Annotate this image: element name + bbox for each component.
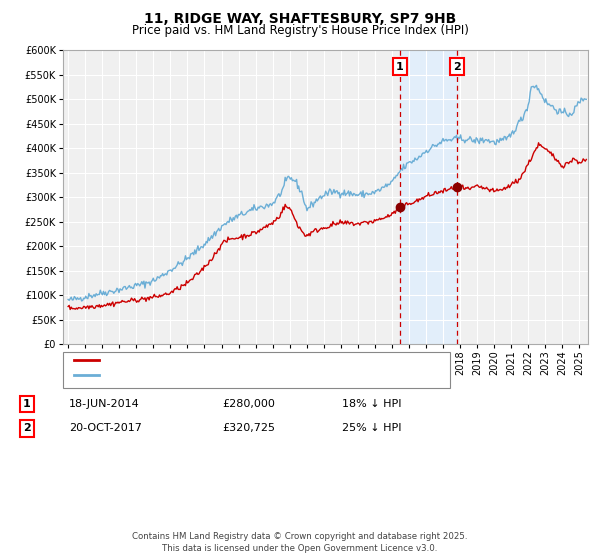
Text: 20-OCT-2017: 20-OCT-2017 xyxy=(69,423,142,433)
Text: 18% ↓ HPI: 18% ↓ HPI xyxy=(342,399,401,409)
Text: 25% ↓ HPI: 25% ↓ HPI xyxy=(342,423,401,433)
Text: 1: 1 xyxy=(396,62,404,72)
Text: 2: 2 xyxy=(23,423,31,433)
Text: 18-JUN-2014: 18-JUN-2014 xyxy=(69,399,140,409)
Text: 11, RIDGE WAY, SHAFTESBURY, SP7 9HB: 11, RIDGE WAY, SHAFTESBURY, SP7 9HB xyxy=(144,12,456,26)
Text: £320,725: £320,725 xyxy=(222,423,275,433)
Text: Contains HM Land Registry data © Crown copyright and database right 2025.
This d: Contains HM Land Registry data © Crown c… xyxy=(132,533,468,553)
Text: 11, RIDGE WAY, SHAFTESBURY, SP7 9HB (detached house): 11, RIDGE WAY, SHAFTESBURY, SP7 9HB (det… xyxy=(104,354,409,365)
Text: £280,000: £280,000 xyxy=(222,399,275,409)
Text: 1: 1 xyxy=(23,399,31,409)
Text: 2: 2 xyxy=(453,62,461,72)
Text: HPI: Average price, detached house, Dorset: HPI: Average price, detached house, Dors… xyxy=(104,370,331,380)
Bar xyxy=(400,50,457,344)
Text: Price paid vs. HM Land Registry's House Price Index (HPI): Price paid vs. HM Land Registry's House … xyxy=(131,24,469,37)
